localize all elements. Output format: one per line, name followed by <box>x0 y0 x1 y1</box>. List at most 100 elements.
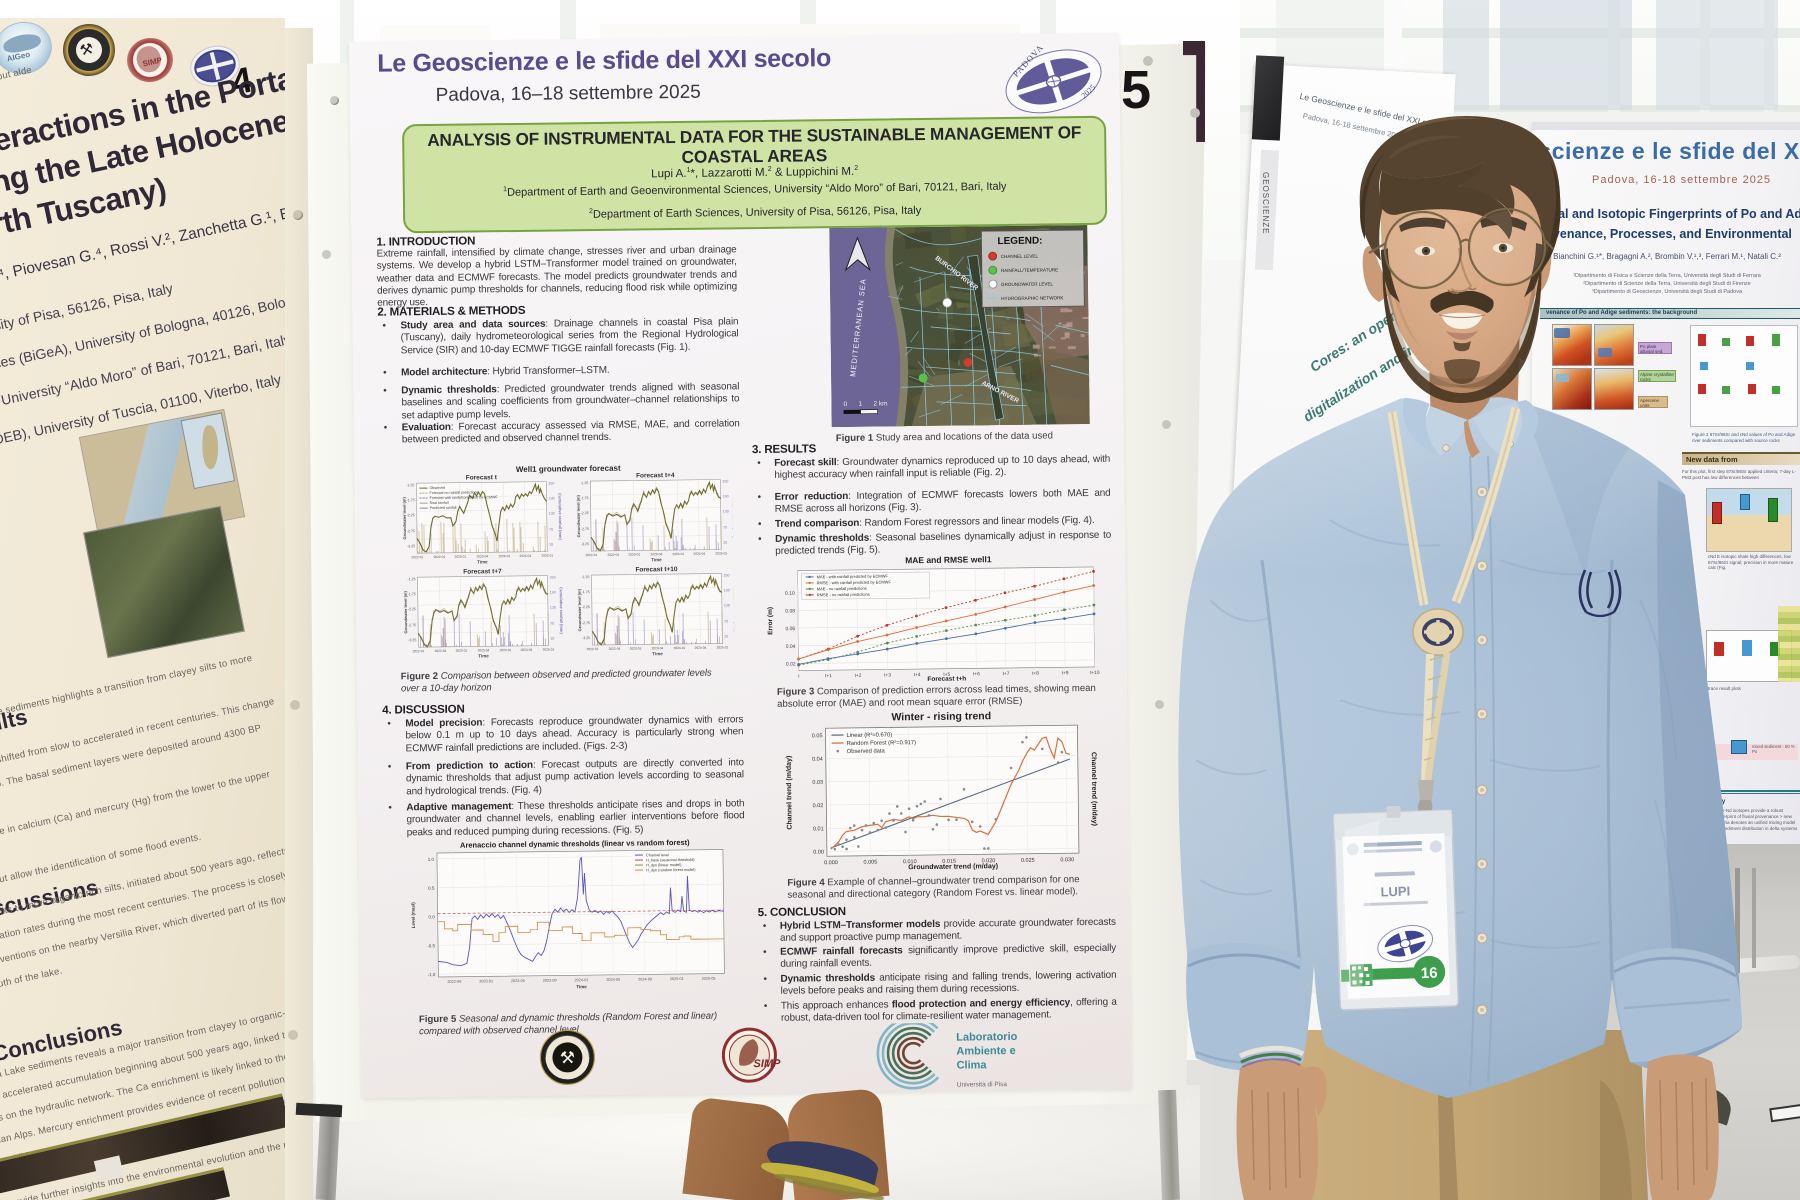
svg-text:Groundwater level (m): Groundwater level (m) <box>576 494 582 537</box>
svg-text:2024-01: 2024-01 <box>672 552 684 556</box>
svg-text:2022-04: 2022-04 <box>607 553 619 557</box>
svg-text:-2.25: -2.25 <box>581 511 589 515</box>
svg-text:t+9: t+9 <box>1062 670 1069 676</box>
svg-text:t+6: t+6 <box>973 671 980 677</box>
svg-text:0.015: 0.015 <box>942 859 956 865</box>
svg-text:2023-01: 2023-01 <box>630 646 642 650</box>
svg-text:t: t <box>798 674 800 679</box>
svg-text:0.01: 0.01 <box>813 826 824 832</box>
svg-text:250: 250 <box>548 482 554 486</box>
svg-text:-3.25: -3.25 <box>582 636 590 640</box>
svg-text:Arenaccio channel dynamic thre: Arenaccio channel dynamic thresholds (li… <box>460 838 690 850</box>
svg-text:2025-01: 2025-01 <box>717 645 729 649</box>
svg-text:Linear (R²=0.670): Linear (R²=0.670) <box>846 732 892 739</box>
svg-text:2023-09: 2023-09 <box>543 979 557 983</box>
svg-text:130: 130 <box>723 509 729 513</box>
svg-text:2022-01: 2022-01 <box>585 553 597 557</box>
svg-text:Forecast t+10: Forecast t+10 <box>635 566 678 574</box>
svg-text:2024-01: 2024-01 <box>674 646 686 650</box>
svg-text:GROUNDWATER LEVEL: GROUNDWATER LEVEL <box>1001 281 1054 287</box>
svg-text:0.02: 0.02 <box>813 803 824 809</box>
svg-text:2023-01: 2023-01 <box>628 552 640 556</box>
svg-text:t+5: t+5 <box>943 672 950 678</box>
svg-text:Cumulative rainfall (mm): Cumulative rainfall (mm) <box>733 585 735 632</box>
svg-text:2023-04: 2023-04 <box>650 552 662 556</box>
svg-text:H_dyn (linear model): H_dyn (linear model) <box>646 863 682 867</box>
svg-text:Well1 groundwater forecast: Well1 groundwater forecast <box>516 464 621 474</box>
svg-text:130: 130 <box>724 603 730 607</box>
svg-text:t+3: t+3 <box>884 672 891 678</box>
svg-text:2022-01: 2022-01 <box>587 647 599 651</box>
svg-text:Forecast t+7: Forecast t+7 <box>463 568 502 575</box>
svg-text:16: 16 <box>1421 965 1438 983</box>
svg-text:Cumulative rainfall (mm): Cumulative rainfall (mm) <box>558 493 564 540</box>
svg-text:0.04: 0.04 <box>786 644 796 650</box>
svg-text:-1.25: -1.25 <box>581 575 589 579</box>
svg-text:-1.75: -1.75 <box>408 592 416 596</box>
svg-text:2023-01: 2023-01 <box>479 979 493 983</box>
svg-text:0.025: 0.025 <box>1021 858 1035 864</box>
svg-text:0.02: 0.02 <box>786 661 796 667</box>
svg-text:2024-01: 2024-01 <box>498 554 510 558</box>
svg-text:Ambiente e: Ambiente e <box>956 1045 1015 1058</box>
svg-text:-2.25: -2.25 <box>582 605 590 609</box>
svg-text:2025-01: 2025-01 <box>541 554 553 558</box>
svg-text:Groundwater trend (m/day): Groundwater trend (m/day) <box>908 863 998 871</box>
svg-text:RMSE - no rainfall predictions: RMSE - no rainfall predictions <box>817 592 870 598</box>
svg-text:0.04: 0.04 <box>812 757 823 763</box>
svg-text:2024-04: 2024-04 <box>693 552 705 556</box>
svg-text:Forecast t+h: Forecast t+h <box>927 676 966 683</box>
svg-text:t+4: t+4 <box>914 672 921 678</box>
svg-text:-2.75: -2.75 <box>581 527 589 531</box>
svg-text:t+7: t+7 <box>1003 671 1010 677</box>
svg-text:RMSE - with rainfall predicted: RMSE - with rainfall predicted by ECMWF <box>817 579 892 585</box>
svg-text:Groundwater level (m): Groundwater level (m) <box>403 591 409 634</box>
svg-text:190: 190 <box>724 588 730 592</box>
svg-text:Real rainfall: Real rainfall <box>430 501 449 505</box>
svg-text:2022-04: 2022-04 <box>609 647 621 651</box>
svg-text:MAE and RMSE well1: MAE and RMSE well1 <box>905 554 992 565</box>
svg-text:0.05: 0.05 <box>812 733 823 739</box>
svg-text:190: 190 <box>723 494 729 498</box>
svg-text:CHANNEL LEVEL: CHANNEL LEVEL <box>1001 254 1039 259</box>
svg-text:t+1: t+1 <box>825 673 832 679</box>
svg-text:0.10: 0.10 <box>785 591 795 597</box>
svg-text:-1.25: -1.25 <box>407 577 415 581</box>
svg-text:-3.25: -3.25 <box>407 544 415 548</box>
svg-text:H_dyn (random forest model): H_dyn (random forest model) <box>646 868 696 873</box>
svg-text:0.010: 0.010 <box>903 859 917 865</box>
svg-text:Forecast with rainfall predict: Forecast with rainfall predicted by ECMW… <box>430 495 499 500</box>
svg-text:SIMP: SIMP <box>753 1058 781 1070</box>
svg-text:Laboratorio: Laboratorio <box>956 1031 1018 1044</box>
svg-text:Predicted rainfall: Predicted rainfall <box>430 506 457 510</box>
svg-text:0.00: 0.00 <box>813 850 824 856</box>
svg-text:2024-01: 2024-01 <box>574 978 588 982</box>
svg-text:t+8: t+8 <box>1032 671 1039 677</box>
svg-text:Time: Time <box>576 984 587 989</box>
svg-text:Observed: Observed <box>429 486 445 490</box>
svg-text:1.0: 1.0 <box>428 857 435 862</box>
svg-text:70: 70 <box>550 622 554 626</box>
svg-text:2022-01: 2022-01 <box>413 649 425 653</box>
svg-text:2023-01: 2023-01 <box>456 649 468 653</box>
svg-text:Università di Pisa: Università di Pisa <box>957 1081 1008 1089</box>
svg-text:Channel level: Channel level <box>646 853 669 857</box>
svg-text:Clima: Clima <box>956 1059 987 1071</box>
svg-text:250: 250 <box>550 576 556 580</box>
svg-text:130: 130 <box>549 512 555 516</box>
svg-text:0.0: 0.0 <box>428 914 435 919</box>
svg-text:-2.75: -2.75 <box>582 621 590 625</box>
svg-text:2025-01: 2025-01 <box>543 648 555 652</box>
svg-text:10: 10 <box>723 540 727 544</box>
svg-text:HYDROGRAPHIC NETWORK: HYDROGRAPHIC NETWORK <box>1001 295 1064 301</box>
svg-text:2024-05: 2024-05 <box>606 978 620 982</box>
svg-text:0.08: 0.08 <box>785 608 795 614</box>
svg-text:2023-04: 2023-04 <box>476 554 488 558</box>
svg-text:10: 10 <box>724 634 728 638</box>
svg-text:2025-05: 2025-05 <box>702 977 716 981</box>
svg-text:MAE - no rainfall predictions: MAE - no rainfall predictions <box>817 586 867 592</box>
svg-text:190: 190 <box>550 591 556 595</box>
svg-text:2022-04: 2022-04 <box>433 555 445 559</box>
svg-text:2 km: 2 km <box>873 400 887 407</box>
svg-text:-3.25: -3.25 <box>581 542 589 546</box>
